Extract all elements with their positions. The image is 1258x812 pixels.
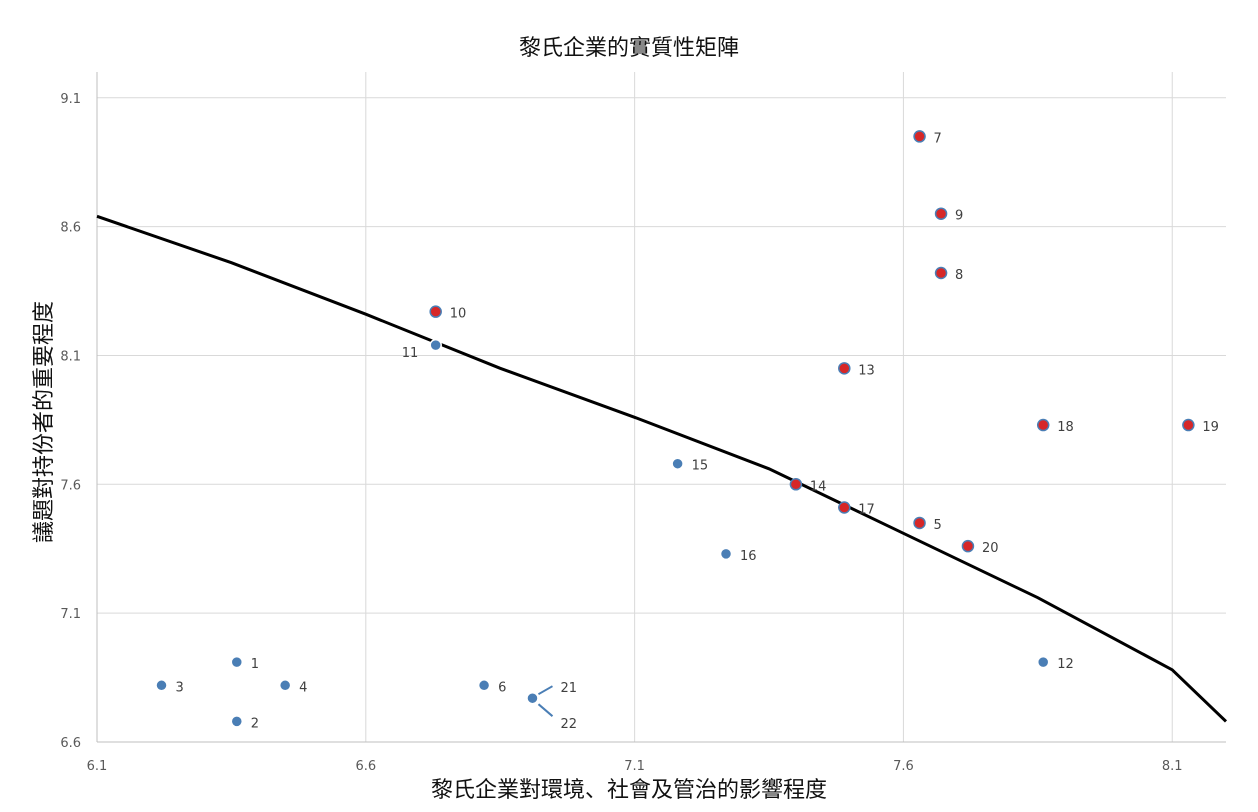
data-label-2: 2	[251, 716, 259, 731]
data-label-13: 13	[858, 363, 875, 378]
data-label-19: 19	[1202, 420, 1219, 435]
data-point-20	[961, 539, 975, 553]
x-tick-label: 6.6	[355, 759, 376, 774]
data-label-9: 9	[955, 209, 963, 224]
y-tick-label: 8.1	[60, 349, 81, 364]
data-label-8: 8	[955, 268, 963, 283]
data-point-7	[913, 130, 926, 143]
data-point-15	[671, 457, 684, 470]
y-tick-label: 7.1	[60, 607, 81, 622]
data-point-16	[719, 547, 733, 561]
data-point-19	[1182, 418, 1195, 432]
data-point-5	[913, 516, 926, 530]
x-tick-label: 8.1	[1162, 759, 1183, 774]
y-tick-label: 9.1	[60, 92, 81, 107]
data-point-1	[230, 655, 244, 669]
chart-title: 黎氏企業的實質性矩陣	[518, 36, 739, 61]
data-label-22: 22	[560, 717, 577, 732]
data-label-18: 18	[1057, 420, 1074, 435]
data-point-8	[934, 266, 948, 280]
data-label-11: 11	[402, 346, 419, 361]
data-label-14: 14	[810, 479, 827, 494]
data-point-18	[1036, 418, 1050, 432]
x-tick-label: 7.6	[893, 759, 914, 774]
data-point-12	[1036, 655, 1050, 669]
data-label-10: 10	[450, 307, 467, 322]
data-point-3	[155, 679, 168, 692]
data-label-5: 5	[934, 518, 942, 533]
data-label-1: 1	[251, 657, 259, 672]
data-label-21: 21	[560, 681, 577, 696]
data-label-6: 6	[498, 680, 506, 695]
data-label-17: 17	[858, 503, 875, 518]
data-label-7: 7	[934, 131, 942, 146]
y-tick-label: 6.6	[60, 736, 81, 751]
data-point-13	[838, 362, 851, 375]
y-tick-label: 7.6	[60, 478, 81, 493]
data-label-15: 15	[692, 459, 709, 474]
data-label-4: 4	[299, 680, 307, 695]
data-label-20: 20	[982, 541, 999, 556]
data-point-4	[278, 679, 292, 692]
x-tick-label: 7.1	[624, 759, 645, 774]
y-tick-label: 8.6	[60, 221, 81, 236]
data-point-9	[934, 207, 948, 220]
x-axis-title: 黎氏企業對環境、社會及管治的影響程度	[430, 778, 827, 803]
plot-background	[97, 72, 1226, 742]
data-point-10	[429, 305, 442, 318]
data-label-3: 3	[176, 680, 184, 695]
data-label-12: 12	[1057, 657, 1074, 672]
data-point-11	[429, 338, 442, 352]
data-point-22	[526, 691, 539, 705]
data-point-6	[477, 679, 491, 692]
label-leader-line	[537, 685, 553, 696]
data-point-17	[838, 501, 851, 514]
materiality-threshold-curve	[96, 214, 1228, 723]
data-point-14	[789, 478, 803, 491]
x-tick-label: 6.1	[87, 759, 108, 774]
data-point-2	[230, 715, 244, 728]
data-label-16: 16	[740, 549, 757, 564]
label-leader-line	[537, 703, 554, 717]
